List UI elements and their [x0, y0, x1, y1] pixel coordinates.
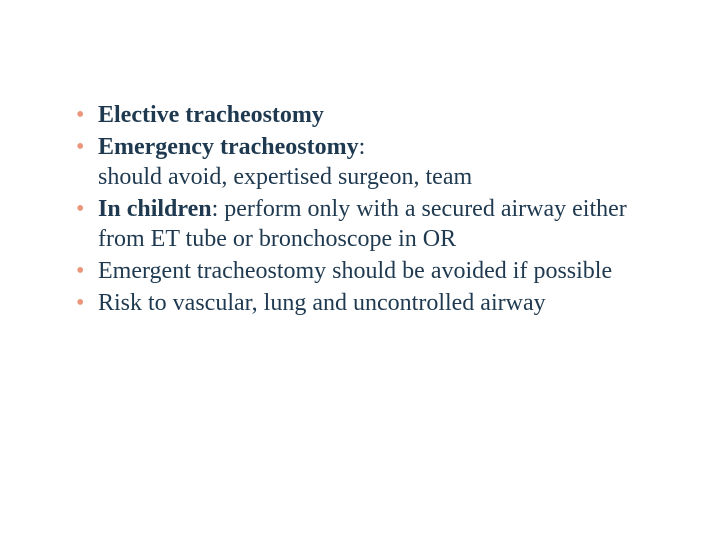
bullet-item-emergency: Emergency tracheostomy: should avoid, ex… — [70, 132, 650, 192]
bullet-bold-text: In children — [98, 196, 212, 222]
bullet-bold-text: Emergency tracheostomy — [98, 134, 359, 160]
bullet-item-children: In children: perform only with a secured… — [70, 194, 650, 254]
bullet-list: Elective tracheostomy Emergency tracheos… — [70, 100, 650, 318]
bullet-body-text: should avoid, expertised surgeon, team — [98, 164, 472, 190]
bullet-item-elective: Elective tracheostomy — [70, 100, 650, 130]
bullet-body-text: Risk to vascular, lung and uncontrolled … — [98, 290, 546, 316]
bullet-body-text: Emergent tracheostomy should be avoided … — [98, 258, 612, 284]
bullet-bold-text: Elective tracheostomy — [98, 102, 324, 128]
slide: Elective tracheostomy Emergency tracheos… — [0, 0, 720, 540]
bullet-item-risk: Risk to vascular, lung and uncontrolled … — [70, 288, 650, 318]
bullet-item-emergent: Emergent tracheostomy should be avoided … — [70, 256, 650, 286]
bullet-colon: : — [359, 134, 366, 160]
